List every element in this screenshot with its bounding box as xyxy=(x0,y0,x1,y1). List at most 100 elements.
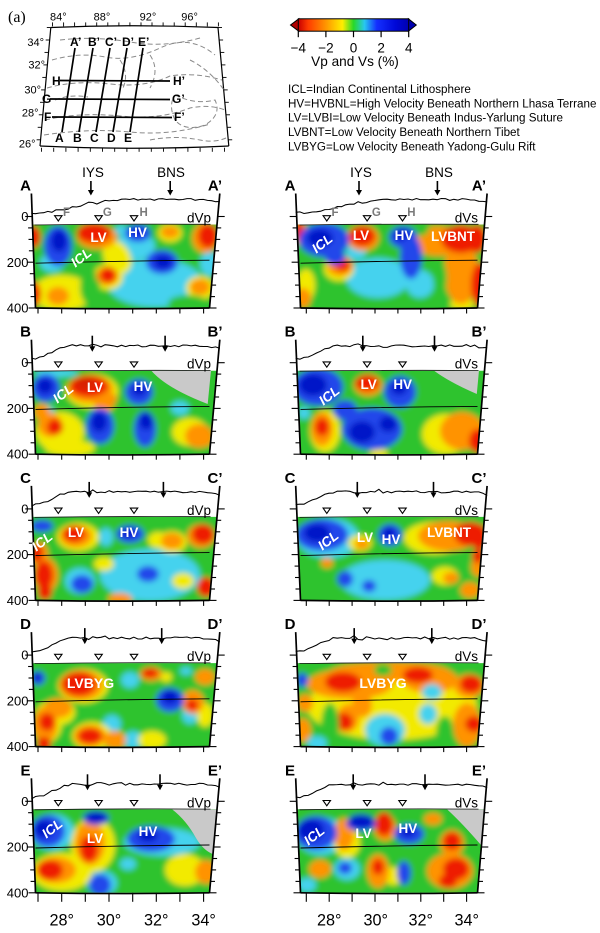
svg-text:G: G xyxy=(42,92,51,106)
svg-text:F’: F’ xyxy=(174,110,185,124)
svg-text:32°: 32° xyxy=(409,912,433,930)
svg-text:32°: 32° xyxy=(144,912,168,930)
svg-text:2: 2 xyxy=(377,41,385,56)
svg-text:H: H xyxy=(407,207,415,219)
svg-text:E: E xyxy=(124,131,132,145)
svg-text:LV: LV xyxy=(87,380,103,395)
svg-text:dVp: dVp xyxy=(187,211,211,226)
svg-text:dVp: dVp xyxy=(187,795,211,810)
svg-text:LV: LV xyxy=(357,530,373,545)
svg-text:HV: HV xyxy=(382,532,401,547)
svg-text:H’: H’ xyxy=(173,74,185,88)
svg-text:−2: −2 xyxy=(318,41,333,56)
svg-text:G: G xyxy=(372,207,381,219)
svg-text:28°: 28° xyxy=(49,912,73,930)
svg-text:LV: LV xyxy=(87,831,103,846)
svg-text:200: 200 xyxy=(7,401,29,416)
svg-text:B’: B’ xyxy=(208,324,223,341)
svg-text:84°: 84° xyxy=(50,12,67,24)
svg-text:C: C xyxy=(285,470,296,487)
svg-text:E’: E’ xyxy=(208,762,222,779)
svg-text:G’: G’ xyxy=(172,92,185,106)
svg-text:C: C xyxy=(90,131,99,145)
svg-text:C’: C’ xyxy=(105,35,117,49)
svg-text:D: D xyxy=(107,131,116,145)
svg-text:LVBYG=Low Velocity Beneath Yad: LVBYG=Low Velocity Beneath Yadong-Gulu R… xyxy=(288,140,536,153)
svg-text:A: A xyxy=(20,178,31,195)
svg-text:dVp: dVp xyxy=(187,357,211,372)
svg-text:HV: HV xyxy=(395,228,414,243)
svg-text:LV: LV xyxy=(360,377,376,392)
svg-text:(a): (a) xyxy=(8,9,26,26)
svg-text:A: A xyxy=(285,178,296,195)
svg-text:dVp: dVp xyxy=(187,503,211,518)
svg-text:200: 200 xyxy=(7,255,29,270)
svg-text:E’: E’ xyxy=(138,35,149,49)
svg-text:BNS: BNS xyxy=(425,165,453,180)
svg-text:32°: 32° xyxy=(28,60,45,72)
svg-text:400: 400 xyxy=(7,593,29,608)
svg-text:dVp: dVp xyxy=(187,649,211,664)
svg-text:400: 400 xyxy=(7,447,29,462)
svg-text:LV: LV xyxy=(90,230,106,245)
svg-text:H: H xyxy=(52,74,61,88)
svg-text:G: G xyxy=(103,207,112,219)
svg-text:Vp and Vs (%): Vp and Vs (%) xyxy=(311,54,399,69)
svg-text:B’: B’ xyxy=(88,35,100,49)
svg-text:LVBNT: LVBNT xyxy=(431,229,476,244)
svg-text:BNS: BNS xyxy=(157,165,185,180)
svg-text:HV: HV xyxy=(139,824,158,839)
svg-text:E’: E’ xyxy=(472,762,486,779)
svg-text:34°: 34° xyxy=(27,37,44,49)
svg-text:200: 200 xyxy=(7,840,29,855)
svg-text:HV=HVBNL=High Velocity Beneath: HV=HVBNL=High Velocity Beneath Northern … xyxy=(288,97,596,110)
svg-text:0: 0 xyxy=(21,355,28,370)
svg-text:dVs: dVs xyxy=(455,503,479,518)
svg-text:0: 0 xyxy=(21,648,28,663)
svg-text:A’: A’ xyxy=(208,178,222,195)
svg-text:LVBNT: LVBNT xyxy=(427,525,472,540)
svg-text:−4: −4 xyxy=(291,41,307,56)
svg-text:A: A xyxy=(55,131,64,145)
svg-text:96°: 96° xyxy=(181,12,198,24)
svg-text:E: E xyxy=(285,762,295,779)
svg-text:400: 400 xyxy=(7,885,29,900)
svg-text:400: 400 xyxy=(7,739,29,754)
svg-text:D’: D’ xyxy=(122,35,134,49)
svg-text:30°: 30° xyxy=(97,912,121,930)
svg-text:28°: 28° xyxy=(22,108,39,120)
svg-text:92°: 92° xyxy=(140,12,157,24)
svg-text:F: F xyxy=(331,207,338,219)
svg-text:A’: A’ xyxy=(70,35,81,49)
svg-text:ICL=Indian Continental Lithosp: ICL=Indian Continental Lithosphere xyxy=(288,83,471,96)
svg-text:26°: 26° xyxy=(19,139,36,151)
svg-text:400: 400 xyxy=(7,301,29,316)
svg-text:LV: LV xyxy=(68,525,84,540)
svg-text:HV: HV xyxy=(120,525,139,540)
svg-text:dVs: dVs xyxy=(455,795,479,810)
svg-text:0: 0 xyxy=(21,794,28,809)
svg-text:HV: HV xyxy=(393,377,412,392)
svg-text:H: H xyxy=(139,207,147,219)
svg-text:HV: HV xyxy=(128,225,147,240)
svg-text:D’: D’ xyxy=(208,616,223,633)
svg-text:28°: 28° xyxy=(317,912,341,930)
svg-text:0: 0 xyxy=(21,501,28,516)
svg-text:0: 0 xyxy=(350,41,358,56)
svg-text:LV: LV xyxy=(355,826,371,841)
svg-text:LV=LVBI=Low Velocity Beneath I: LV=LVBI=Low Velocity Beneath Indus-Yarlu… xyxy=(288,112,563,125)
svg-text:LVBYG: LVBYG xyxy=(67,675,114,691)
svg-text:HV: HV xyxy=(134,379,153,394)
svg-text:F: F xyxy=(44,110,51,124)
svg-text:88°: 88° xyxy=(94,12,111,24)
svg-text:34°: 34° xyxy=(191,912,215,930)
svg-text:D: D xyxy=(20,616,31,633)
svg-text:dVs: dVs xyxy=(455,649,479,664)
svg-text:F: F xyxy=(63,207,70,219)
svg-text:4: 4 xyxy=(405,41,413,56)
svg-text:C’: C’ xyxy=(208,470,223,487)
svg-text:LV: LV xyxy=(353,228,369,243)
svg-text:30°: 30° xyxy=(24,85,41,97)
svg-text:B: B xyxy=(20,324,31,341)
svg-text:B: B xyxy=(73,131,82,145)
